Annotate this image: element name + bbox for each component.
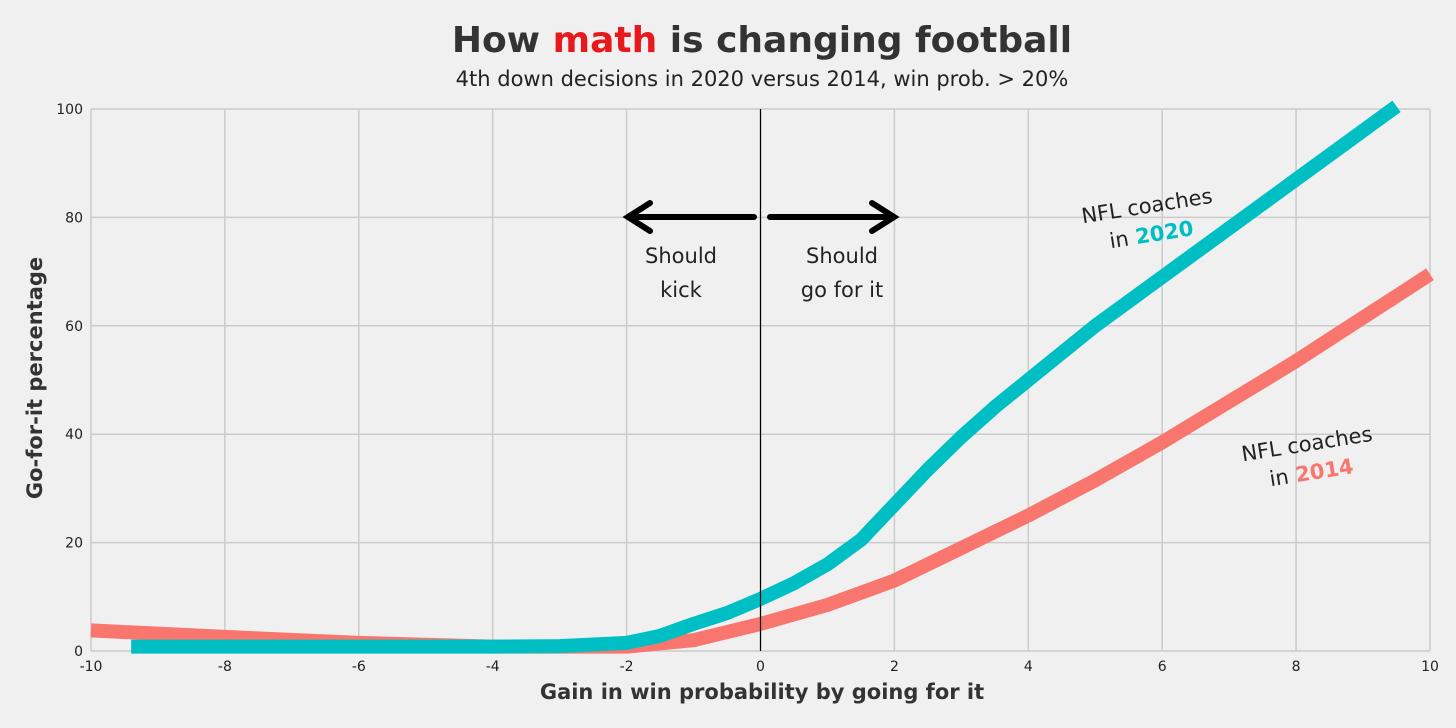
x-tick-label: -2 — [620, 659, 634, 675]
x-tick-label: -6 — [352, 659, 366, 675]
x-tick-label: -10 — [80, 659, 103, 675]
arrows — [622, 200, 900, 234]
x-tick-label: -8 — [218, 659, 232, 675]
annotation: Should — [806, 244, 878, 268]
x-tick-label: 2 — [890, 659, 899, 675]
title-highlight: math — [553, 20, 658, 61]
series-label-line: NFL coaches — [1080, 184, 1214, 228]
series-label-prefix: in — [1268, 464, 1291, 491]
series-label-prefix: in — [1108, 226, 1131, 253]
x-tick-label: 10 — [1421, 659, 1439, 675]
y-tick-label: 20 — [65, 536, 83, 552]
arrow-head — [622, 200, 653, 234]
series-line — [131, 100, 1401, 654]
x-tick-label: 4 — [1024, 659, 1033, 675]
series-label-line: NFL coaches — [1240, 422, 1374, 466]
annotation: Should — [645, 244, 717, 268]
legend-entry: 2014 — [1294, 454, 1355, 487]
y-tick-label: 0 — [74, 644, 83, 660]
annotation: go for it — [801, 278, 883, 302]
y-tick-label: 80 — [65, 210, 83, 226]
x-tick-label: 6 — [1158, 659, 1167, 675]
annotation: kick — [660, 278, 703, 302]
title-part: How — [452, 20, 540, 61]
y-tick-label: 60 — [65, 319, 83, 335]
chart-title: How math is changing football — [452, 20, 1072, 61]
y-axis-label: Go-for-it percentage — [23, 257, 47, 499]
title-part: is changing football — [670, 20, 1072, 61]
subtitle: 4th down decisions in 2020 versus 2014, … — [456, 67, 1069, 91]
x-tick-label: 8 — [1292, 659, 1301, 675]
y-tick-label: 40 — [65, 427, 83, 443]
x-tick-label: -4 — [486, 659, 500, 675]
y-tick-label: 100 — [56, 102, 83, 118]
x-tick-label: 0 — [756, 659, 765, 675]
arrow-head — [869, 200, 900, 234]
x-axis-label: Gain in win probability by going for it — [540, 680, 984, 704]
legend-entry: 2020 — [1134, 216, 1195, 249]
